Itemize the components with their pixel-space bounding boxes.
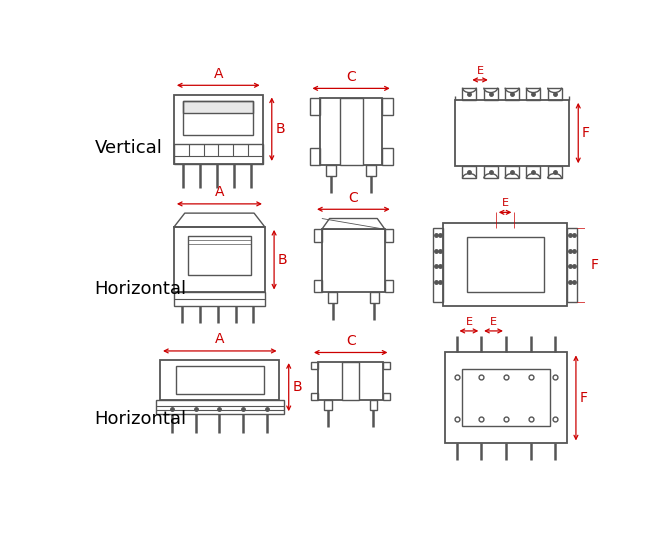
Bar [548, 166, 561, 178]
Text: F: F [582, 126, 590, 140]
Bar [183, 101, 253, 113]
Bar [160, 360, 280, 400]
Bar [385, 280, 393, 293]
Bar [443, 223, 567, 306]
Bar [484, 88, 497, 100]
Text: F: F [580, 391, 588, 405]
Text: B: B [278, 253, 288, 267]
Text: E: E [501, 199, 509, 208]
Bar [445, 353, 567, 443]
Bar [370, 293, 379, 303]
Bar [467, 237, 544, 293]
Text: E: E [477, 66, 484, 76]
Bar [314, 229, 322, 242]
Text: Vertical: Vertical [95, 139, 162, 157]
Bar [433, 228, 443, 302]
Bar [383, 393, 391, 400]
Text: B: B [276, 122, 286, 136]
Bar [156, 400, 284, 414]
Bar [567, 228, 578, 302]
Text: F: F [591, 258, 599, 271]
Bar [340, 97, 363, 165]
Bar [174, 293, 265, 306]
Bar [188, 236, 251, 275]
Bar [327, 165, 336, 176]
Bar [174, 95, 263, 164]
Text: Horizontal: Horizontal [95, 411, 187, 429]
Text: C: C [346, 334, 355, 348]
Text: A: A [215, 332, 224, 347]
Bar [462, 369, 550, 426]
Bar [174, 227, 265, 293]
Bar [310, 149, 320, 165]
Text: B: B [293, 380, 302, 394]
Bar [311, 362, 318, 369]
Bar [526, 166, 541, 178]
Bar [324, 400, 332, 410]
Bar [382, 149, 393, 165]
Bar [174, 144, 263, 164]
Bar [370, 400, 378, 410]
Bar [505, 166, 519, 178]
Bar [175, 366, 264, 394]
Text: Horizontal: Horizontal [95, 280, 187, 298]
Text: E: E [466, 317, 473, 327]
Bar [314, 280, 322, 293]
Bar [318, 362, 383, 400]
Bar [366, 165, 376, 176]
Bar [526, 88, 541, 100]
Bar [320, 97, 382, 165]
Bar [311, 393, 318, 400]
Text: A: A [213, 67, 223, 81]
Bar [462, 88, 477, 100]
Bar [383, 362, 391, 369]
Bar [385, 229, 393, 242]
Bar [382, 97, 393, 115]
Text: C: C [349, 190, 359, 205]
Text: C: C [346, 70, 356, 84]
Bar [342, 362, 359, 400]
Text: E: E [490, 317, 497, 327]
Bar [322, 229, 385, 293]
Bar [328, 293, 337, 303]
Text: A: A [215, 186, 224, 199]
Bar [310, 97, 320, 115]
Bar [484, 166, 497, 178]
Bar [183, 101, 253, 135]
Bar [505, 88, 519, 100]
Bar [548, 88, 561, 100]
Bar [462, 166, 477, 178]
Bar [455, 100, 569, 166]
